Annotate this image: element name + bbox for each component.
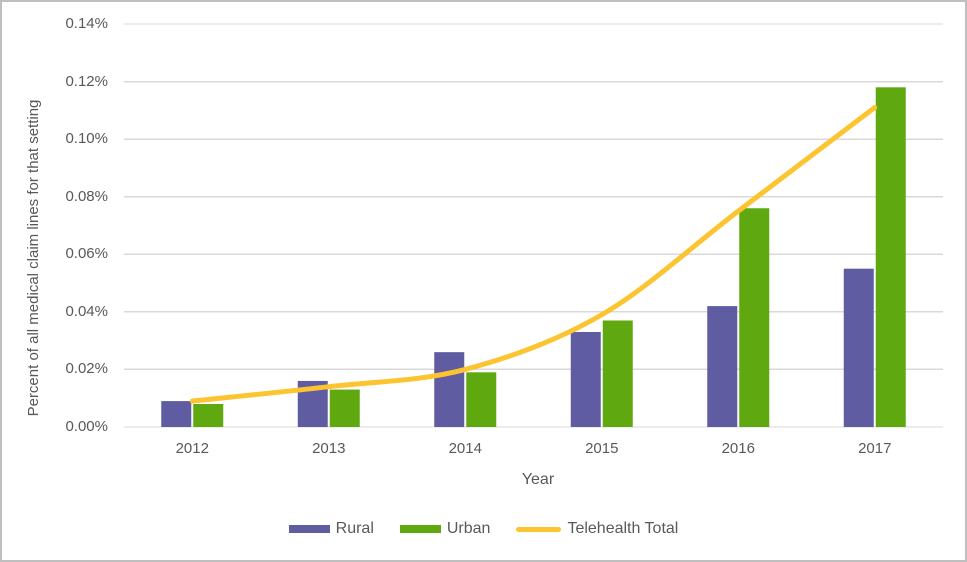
y-tick-label: 0.00% — [65, 418, 108, 435]
legend-item-rural: Rural — [288, 520, 374, 538]
x-tick-label: 2012 — [175, 440, 209, 457]
legend-label: Telehealth Total — [567, 520, 679, 537]
telehealth-total-line — [189, 104, 878, 404]
bar-rural-2016 — [707, 306, 738, 427]
x-tick-label: 2015 — [585, 440, 619, 457]
y-tick-label: 0.06% — [65, 245, 108, 263]
x-tick-label: 2016 — [721, 440, 755, 457]
legend-label: Rural — [335, 520, 374, 537]
bar-urban-2016 — [739, 208, 770, 427]
bar-urban-2013 — [329, 389, 360, 427]
x-tick-label: 2017 — [858, 440, 892, 457]
legend-line-swatch-icon — [516, 526, 562, 532]
bar-rural-2014 — [434, 352, 465, 427]
bar-rural-2012 — [161, 401, 192, 427]
x-tick-label: 2013 — [312, 440, 346, 457]
legend-bar-swatch-icon — [399, 525, 441, 533]
bar-urban-2012 — [193, 403, 224, 427]
bar-urban-2017 — [875, 87, 906, 427]
bar-urban-2014 — [466, 372, 497, 427]
bar-urban-2015 — [602, 320, 633, 427]
legend-bar-swatch-icon — [288, 525, 330, 533]
legend: Rural Urban Telehealth Total — [2, 520, 965, 538]
y-tick-label: 0.02% — [65, 360, 108, 378]
legend-label: Urban — [446, 520, 491, 537]
legend-item-telehealth-total: Telehealth Total — [516, 520, 678, 538]
x-axis-title: Year — [521, 471, 555, 488]
bar-rural-2015 — [570, 332, 601, 427]
y-tick-label: 0.08% — [65, 187, 108, 205]
legend-item-urban: Urban — [399, 520, 491, 538]
y-tick-label: 0.14% — [65, 15, 108, 32]
y-axis-title: Percent of all medical claim lines for t… — [25, 99, 42, 417]
y-tick-label: 0.10% — [65, 130, 108, 148]
x-tick-label: 2014 — [448, 440, 482, 457]
y-tick-label: 0.04% — [65, 302, 108, 320]
y-tick-label: 0.12% — [65, 72, 108, 90]
bar-rural-2017 — [843, 268, 874, 427]
